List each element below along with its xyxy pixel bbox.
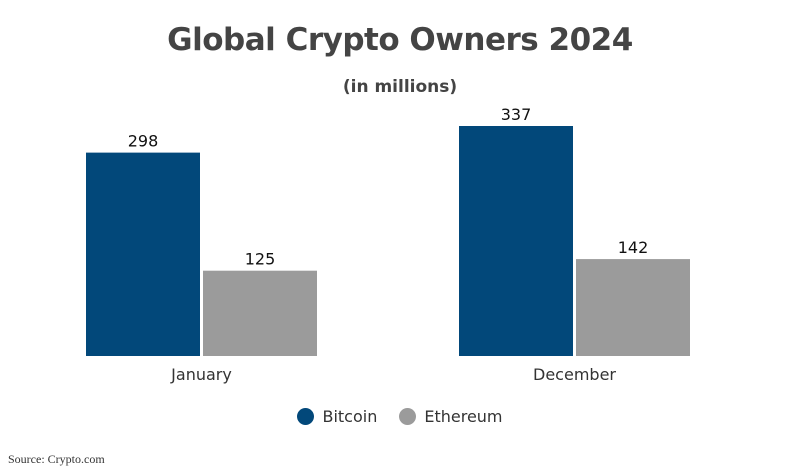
chart-title: Global Crypto Owners 2024 [167, 22, 633, 58]
data-label-bitcoin-december: 337 [501, 105, 532, 124]
legend-label-bitcoin: Bitcoin [322, 407, 378, 426]
bar-ethereum-december [576, 259, 690, 356]
legend: Bitcoin Ethereum [0, 407, 800, 426]
x-tick-label-january: January [170, 365, 232, 384]
data-label-ethereum-january: 125 [245, 250, 276, 269]
bar-bitcoin-december [459, 126, 573, 356]
x-tick-label-december: December [533, 365, 616, 384]
chart-subtitle: (in millions) [342, 77, 458, 97]
source-note: Source: Crypto.com [8, 452, 105, 466]
legend-item-bitcoin: Bitcoin [297, 407, 377, 426]
legend-swatch-ethereum [399, 408, 417, 425]
legend-swatch-bitcoin [297, 408, 315, 425]
bar-bitcoin-january [86, 152, 200, 356]
legend-label-ethereum: Ethereum [424, 407, 503, 426]
data-label-bitcoin-january: 298 [128, 132, 159, 151]
data-label-ethereum-december: 142 [618, 238, 649, 257]
legend-item-ethereum: Ethereum [399, 407, 503, 426]
bar-ethereum-january [203, 270, 317, 356]
